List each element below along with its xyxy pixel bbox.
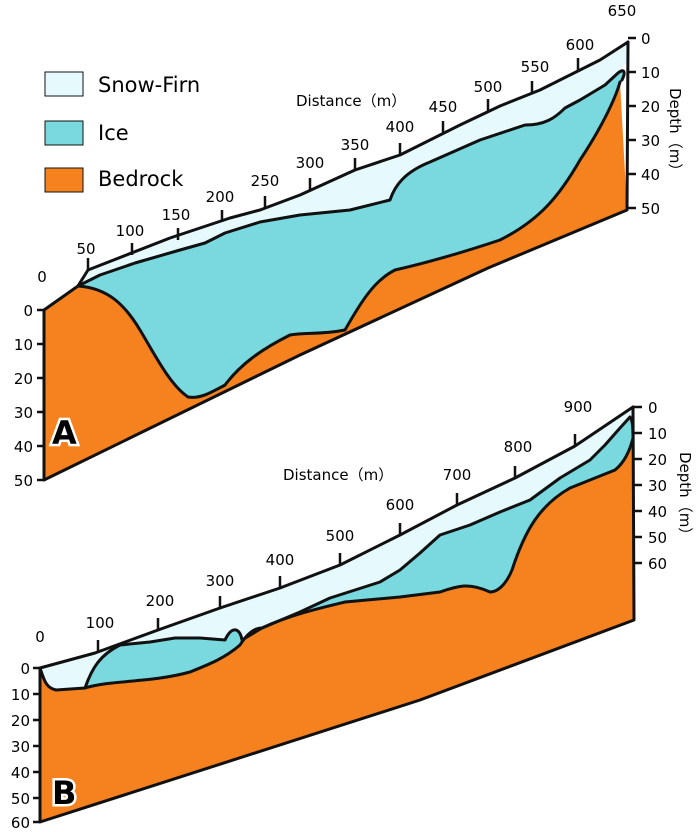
panel-a-distance-label: 600 [566, 36, 595, 54]
panel-b-distance-label: 700 [443, 466, 472, 484]
panel-a-right-depth-label: 0 [641, 30, 651, 48]
panel-b-right-depth-label: 20 [648, 451, 667, 469]
panel-a-distance-label: 550 [521, 58, 550, 76]
panel-b-ice [85, 417, 633, 688]
panel-a-distance-label: 450 [429, 98, 458, 116]
panel-a-left-depth-label: 40 [14, 438, 33, 456]
panel-b-right-depth-label: 40 [648, 503, 667, 521]
legend: Snow-Firn Ice Bedrock [44, 71, 200, 193]
panel-b-left-depth-label: 60 [11, 814, 30, 832]
panel-b-left-depth-label: 0 [20, 660, 30, 678]
panel-a-letter: A [52, 414, 77, 452]
panel-a-right-depth-axis: 0 10 20 30 40 50 Depth（m） [628, 30, 684, 218]
panel-a-right-depth-label: 30 [641, 132, 660, 150]
panel-a-distance-label: 300 [296, 154, 325, 172]
panel-b-distance-label: 200 [146, 592, 175, 610]
panel-b-left-depth-label: 10 [11, 686, 30, 704]
panel-a-distance-label: 650 [608, 2, 637, 20]
panel-b-distance-labels: 0 100 200 300 400 500 600 700 800 900 [35, 398, 592, 646]
panel-b-left-depth-label: 20 [11, 712, 30, 730]
panel-a-distance-label: 500 [474, 78, 503, 96]
panel-b-distance-label: 300 [206, 572, 235, 590]
panel-a-distance-label: 350 [341, 136, 370, 154]
panel-b-distance-label: 500 [326, 527, 355, 545]
panel-a-frame-outline [42, 40, 630, 482]
panel-a-left-depth-label: 0 [23, 302, 33, 320]
panel-b-frame-outline [38, 405, 636, 824]
panel-a-distance-label: 0 [37, 268, 47, 286]
panel-b-left-depth-label: 50 [11, 790, 30, 808]
panel-b-distance-label: 0 [35, 628, 45, 646]
panel-b-letter: B [52, 774, 76, 812]
panel-a-snow-firn [78, 42, 628, 286]
panel-b-bedrock-outline [38, 436, 635, 692]
panel-a-left-depth-label: 10 [14, 336, 33, 354]
panel-b-distance-ticks [96, 434, 577, 652]
panel-b-right-depth-label: 60 [648, 555, 667, 573]
legend-swatch-ice [44, 120, 84, 146]
panel-b-right-depth-label: 50 [648, 529, 667, 547]
panel-a-left-depth-label: 20 [14, 370, 33, 388]
panel-a-right-depth-label: 50 [641, 200, 660, 218]
panel-b: 0 100 200 300 400 500 600 700 800 900 Di… [11, 398, 694, 832]
legend-label-ice: Ice [98, 121, 129, 145]
panel-b-left-depth-axis: 0 10 20 30 40 50 60 [11, 660, 40, 832]
panel-a-left-depth-label: 50 [14, 472, 33, 490]
panel-a-right-depth-label: 20 [641, 98, 660, 116]
panel-a-distance-title: Distance（m） [296, 92, 406, 110]
panel-a-left-depth-label: 30 [14, 404, 33, 422]
panel-b-right-depth-axis: 0 10 20 30 40 50 60 Depth（m） [634, 399, 694, 573]
panel-a-distance-label: 100 [116, 222, 145, 240]
panel-b-distance-label: 900 [564, 398, 593, 416]
legend-label-snow-firn: Snow-Firn [98, 73, 200, 97]
panel-b-left-depth-label: 40 [11, 764, 30, 782]
panel-b-distance-label: 100 [86, 614, 115, 632]
panel-a: 0 50 100 150 200 250 300 350 400 450 500… [14, 2, 684, 490]
panel-a-distance-label: 50 [76, 240, 95, 258]
panel-a-right-depth-label: 10 [641, 64, 660, 82]
panel-a-distance-labels: 0 50 100 150 200 250 300 350 400 450 500… [37, 2, 636, 286]
panel-b-distance-title: Distance（m） [283, 466, 393, 484]
panel-a-surface-outline [42, 40, 630, 312]
panel-a-distance-label: 200 [206, 188, 235, 206]
legend-swatch-bedrock [44, 167, 84, 193]
panel-b-right-depth-label: 0 [648, 399, 658, 417]
panel-b-right-depth-label: 30 [648, 477, 667, 495]
panel-a-right-depth-label: 40 [641, 166, 660, 184]
panel-a-ice-top-outline [76, 69, 626, 288]
panel-b-distance-label: 600 [386, 496, 415, 514]
panel-a-left-depth-axis: 0 10 20 30 40 50 [14, 302, 44, 490]
panel-a-distance-label: 400 [386, 118, 415, 136]
panel-a-bedrock-outline [76, 80, 622, 399]
panel-b-ice-top-outline [83, 415, 635, 690]
panel-a-depth-title: Depth（m） [666, 88, 684, 178]
panel-b-bedrock [40, 438, 634, 822]
panel-b-right-depth-label: 10 [648, 425, 667, 443]
legend-label-bedrock: Bedrock [98, 167, 184, 191]
panel-a-ice [78, 70, 625, 398]
panel-a-distance-label: 150 [162, 206, 191, 224]
panel-a-distance-ticks [86, 58, 580, 270]
panel-a-distance-label: 250 [251, 172, 280, 190]
panel-b-depth-title: Depth（m） [676, 452, 694, 542]
panel-b-left-depth-label: 30 [11, 738, 30, 756]
panel-a-bedrock [44, 82, 627, 480]
legend-swatch-snow-firn [44, 71, 84, 97]
panel-b-distance-label: 800 [504, 438, 533, 456]
panel-b-distance-label: 400 [266, 551, 295, 569]
